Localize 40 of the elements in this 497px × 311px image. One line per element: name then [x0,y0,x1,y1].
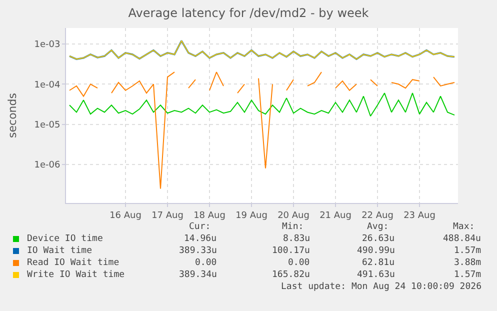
text: 165.82u [272,270,310,280]
x-tick-label: 19 Aug [236,210,268,221]
x-tick-label: 21 Aug [320,210,352,221]
text: 1.57m [454,246,482,256]
x-tick-label: 17 Aug [152,210,184,221]
text: 0.00 [288,258,310,268]
y-tick-label: 1e-04 [34,80,60,90]
text: Cur: [189,222,211,232]
legend-label: Write IO Wait time [27,270,125,280]
text: 1.57m [454,270,482,280]
line-series [69,92,455,117]
text: 490.99u [357,246,395,256]
text: 14.96u [184,234,217,244]
legend-label: Device IO time [27,234,103,244]
x-tick-label: 16 Aug [110,210,142,221]
legend-label: IO Wait time [27,246,92,256]
y-tick-label: 1e-03 [34,40,60,50]
text: 488.84u [443,234,481,244]
text: 389.33u [179,246,217,256]
text: Min: [282,222,304,232]
x-tick-label: 22 Aug [362,210,394,221]
text: 491.63u [357,270,395,280]
text: 389.34u [179,270,217,280]
text: Last update: Mon Aug 24 10:00:09 2026 [281,282,482,292]
y-axis-title: seconds [6,92,19,138]
x-tick-label: 18 Aug [194,210,226,221]
text: 8.83u [283,234,310,244]
text: 0.00 [195,258,217,268]
text: 26.63u [362,234,395,244]
text: Max: [453,222,475,232]
text: 100.17u [272,246,310,256]
x-tick-label: 23 Aug [404,210,436,221]
text: 3.88m [454,258,482,268]
x-tick-label: 20 Aug [278,210,310,221]
y-tick-label: 1e-05 [34,120,60,130]
legend-label: Read IO Wait time [27,258,120,268]
text: 62.81u [362,258,395,268]
y-tick-label: 1e-06 [34,160,60,171]
text: Avg: [367,222,389,232]
chart-title: Average latency for /dev/md2 - by week [128,6,369,20]
